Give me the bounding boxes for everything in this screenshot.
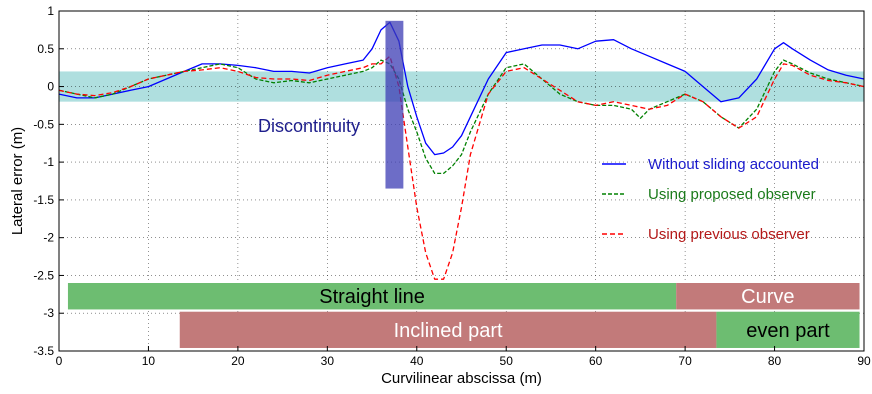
series-line <box>58 21 865 156</box>
x-tick-label: 80 <box>768 354 782 368</box>
segment-label: even part <box>746 320 830 342</box>
segment-label: Curve <box>741 286 794 308</box>
y-tick-label: -3.5 <box>33 344 54 358</box>
segment-bar <box>676 283 860 310</box>
axes-frame <box>58 10 865 352</box>
y-tick-label: -2.5 <box>33 268 54 282</box>
series-line <box>58 59 865 175</box>
y-tick-label: 0 <box>47 80 54 94</box>
discontinuity-marker <box>385 20 404 189</box>
y-axis-label: Lateral error (m) <box>9 127 26 235</box>
y-tick-label: 0.5 <box>37 42 54 56</box>
y-tick-label: -3 <box>43 306 54 320</box>
segment-bar <box>716 311 860 348</box>
x-tick-label: 0 <box>56 354 63 368</box>
legend-label: Using proposed observer <box>648 186 816 203</box>
y-tick-label: 1 <box>47 4 54 18</box>
x-tick-label: 50 <box>500 354 514 368</box>
legend-label: Without sliding accounted <box>648 156 819 173</box>
legend-label: Using previous observer <box>648 226 810 243</box>
x-tick-label: 20 <box>231 354 245 368</box>
segment-label: Straight line <box>319 286 425 308</box>
x-tick-label: 90 <box>857 354 871 368</box>
x-tick-label: 40 <box>410 354 424 368</box>
y-tick-label: -0.5 <box>33 117 54 131</box>
x-tick-label: 10 <box>142 354 156 368</box>
segment-bar <box>179 311 717 348</box>
tolerance-band <box>59 71 864 102</box>
y-tick-label: -1.5 <box>33 193 54 207</box>
discontinuity-label: Discontinuity <box>258 116 360 136</box>
series-line <box>58 55 865 280</box>
x-tick-label: 30 <box>321 354 335 368</box>
y-tick-label: -2 <box>43 231 54 245</box>
segment-label: Inclined part <box>394 320 503 342</box>
x-tick-label: 70 <box>678 354 692 368</box>
x-tick-label: 60 <box>589 354 603 368</box>
segment-bar <box>67 283 677 310</box>
x-axis-label: Curvilinear abscissa (m) <box>381 370 542 387</box>
y-tick-label: -1 <box>43 155 54 169</box>
